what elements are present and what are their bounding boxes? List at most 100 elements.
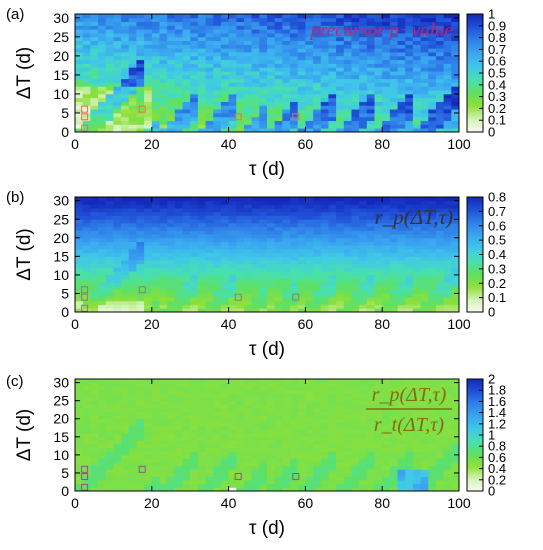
heatmap-cell [174, 393, 183, 398]
heatmap-cell [243, 33, 253, 38]
heatmap-cell [144, 278, 153, 283]
heatmap-cell [259, 59, 268, 64]
heatmap-cell [359, 116, 368, 121]
heatmap-cell [405, 226, 414, 231]
heatmap-cell [397, 101, 406, 106]
heatmap-cell [328, 40, 337, 45]
heatmap-cell [243, 289, 253, 294]
heatmap-cell [205, 293, 214, 298]
heatmap-cell [351, 286, 360, 291]
heatmap-cell [251, 400, 260, 405]
heatmap-cell [90, 293, 99, 298]
heatmap-cell [121, 397, 130, 402]
heatmap-cell [75, 48, 84, 53]
heatmap-cell [412, 40, 421, 45]
heatmap-cell [328, 304, 337, 309]
heatmap-cell [305, 267, 314, 272]
heatmap-cell [159, 263, 168, 268]
heatmap-cell [405, 67, 414, 72]
heatmap-cell [412, 436, 421, 441]
heatmap-cell [128, 245, 137, 250]
heatmap-cell [412, 286, 421, 291]
heatmap-cell [443, 248, 452, 254]
heatmap-cell [420, 90, 429, 95]
heatmap-cell [213, 382, 222, 387]
heatmap-cell [90, 433, 99, 438]
heatmap-cell [182, 256, 191, 261]
heatmap-cell [374, 465, 383, 470]
heatmap-cell [336, 256, 345, 261]
heatmap-cell [397, 55, 406, 61]
heatmap-cell [359, 241, 368, 246]
heatmap-cell [382, 271, 391, 276]
heatmap-cell [197, 33, 206, 38]
x-axis-label: τ (d) [249, 339, 285, 360]
heatmap-cell [328, 271, 337, 276]
heatmap-cell [82, 462, 91, 467]
heatmap-cell [412, 14, 421, 19]
heatmap-cell [136, 237, 145, 242]
heatmap-cell [320, 411, 329, 416]
heatmap-cell [213, 293, 222, 298]
heatmap-cell [136, 389, 145, 394]
heatmap-cell [182, 447, 191, 452]
heatmap-cell [397, 124, 406, 129]
heatmap-cell [389, 78, 398, 83]
heatmap-cell [105, 487, 114, 492]
heatmap-cell [313, 237, 322, 242]
heatmap-cell [105, 234, 114, 239]
heatmap-cell [167, 278, 176, 283]
heatmap-cell [374, 447, 383, 452]
heatmap-cell [243, 425, 253, 430]
heatmap-cell [259, 465, 268, 470]
heatmap-cell [328, 252, 337, 257]
heatmap-cell [228, 289, 237, 294]
heatmap-cell [220, 411, 229, 416]
heatmap-cell [274, 252, 283, 257]
heatmap-cell [121, 86, 130, 91]
heatmap-cell [435, 422, 445, 427]
heatmap-cell [328, 422, 337, 427]
precursor-markers [81, 465, 300, 491]
heatmap-cell [274, 397, 283, 402]
heatmap-cell [243, 278, 253, 283]
heatmap-cell [136, 222, 145, 228]
heatmap-cell [336, 211, 345, 216]
heatmap-cell [144, 274, 153, 280]
heatmap-cell [351, 404, 360, 409]
heatmap-cell [343, 59, 352, 64]
heatmap-cell [197, 116, 206, 121]
heatmap-cell [128, 386, 137, 391]
heatmap-cell [397, 382, 406, 387]
heatmap-cell [174, 226, 183, 231]
heatmap-cell [243, 36, 253, 42]
heatmap-cell [297, 59, 306, 64]
heatmap-cell [190, 120, 199, 125]
marker [292, 113, 300, 121]
heatmap-cell [98, 197, 107, 202]
colorbar-tick-label: 0.5 [488, 233, 506, 248]
heatmap-cell [405, 465, 414, 470]
heatmap-cell [98, 278, 107, 283]
heatmap-cell [113, 55, 122, 61]
heatmap-cell [405, 40, 414, 45]
heatmap-cell [75, 109, 84, 114]
heatmap-cell [351, 436, 360, 441]
heatmap-cell [313, 278, 322, 283]
heatmap-cell [182, 379, 191, 384]
heatmap-cell [151, 74, 160, 80]
heatmap-cell [251, 33, 260, 38]
heatmap-cell [274, 433, 283, 438]
heatmap-cell [359, 71, 368, 76]
heatmap-cell [412, 211, 421, 216]
heatmap-cell [320, 404, 329, 409]
heatmap-cell [443, 411, 452, 416]
heatmap-cell [397, 208, 406, 213]
heatmap-cell [451, 219, 460, 224]
heatmap-cell [451, 397, 460, 402]
heatmap-cell [105, 59, 114, 64]
heatmap-cell [228, 215, 237, 220]
heatmap-cell [412, 105, 421, 110]
heatmap-cell [389, 245, 398, 250]
heatmap-cell [351, 274, 360, 280]
